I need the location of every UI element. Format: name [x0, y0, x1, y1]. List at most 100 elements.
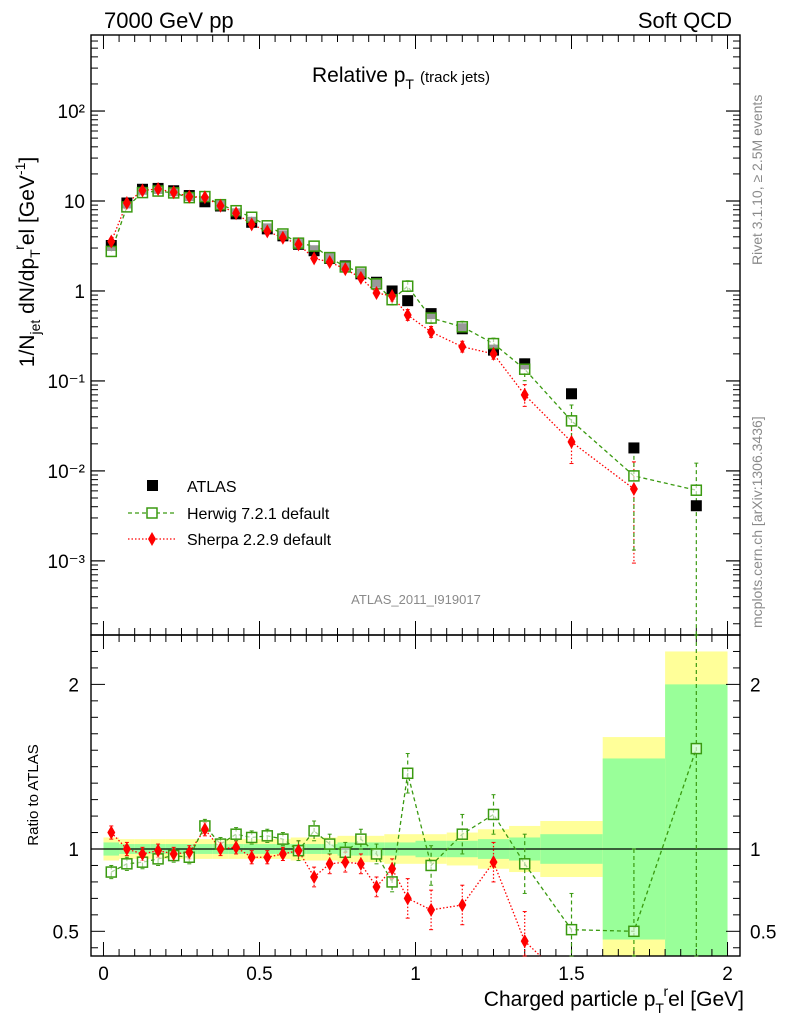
- herwig-ratio-point: [121, 858, 133, 870]
- plot-title-note: (track jets): [420, 69, 490, 86]
- ylabel-b-sub: T: [27, 249, 43, 258]
- sherpa-ratio-point: [200, 822, 209, 837]
- sherpa-ratio-point: [403, 891, 412, 906]
- herwig-ratio-point: [261, 830, 274, 842]
- sherpa-ratio-point: [310, 869, 319, 884]
- herwig-ratio-point: [370, 848, 383, 860]
- sherpa-point: [310, 251, 319, 266]
- main-ytick-label: 10⁻¹: [48, 372, 86, 393]
- sherpa-ratio-point: [232, 840, 241, 855]
- sherpa-point: [216, 198, 225, 213]
- herwig-line: [110, 190, 697, 491]
- sherpa-ratio-point: [263, 850, 272, 865]
- ylabel-a-sub: jet: [27, 320, 43, 336]
- herwig-ratio-point: [105, 866, 118, 878]
- sherpa-ratio-point: [247, 850, 256, 865]
- xlabel-a: Charged particle p: [484, 988, 656, 1011]
- rivet-label: Rivet 3.1.10, ≥ 2.5M events: [749, 95, 765, 265]
- sherpa-point: [154, 181, 163, 196]
- legend-atlas-label: ATLAS: [187, 479, 237, 496]
- herwig-point: [518, 363, 531, 375]
- main-ytick-label: 10: [64, 192, 85, 213]
- herwig-ratio-point: [401, 767, 414, 780]
- herwig-ratio-point: [277, 833, 289, 845]
- sherpa-ratio-point: [372, 879, 381, 894]
- atlas-point: [566, 388, 578, 400]
- ratio-xtick-label: 2: [722, 964, 733, 985]
- main-ytick-label: 1: [74, 282, 85, 303]
- sherpa-point: [388, 288, 397, 303]
- legend-sherpa-marker: [148, 532, 156, 546]
- atlas-point: [690, 500, 702, 512]
- sherpa-point: [232, 206, 241, 221]
- uncertainty-bands: [91, 651, 740, 956]
- mcplots-label: mcplots.cern.ch [arXiv:1306.3436]: [749, 416, 765, 628]
- plot-title-main: Relative p: [312, 64, 405, 87]
- herwig-ratio-point: [518, 858, 531, 870]
- herwig-ratio-point: [386, 876, 398, 888]
- sherpa-point: [403, 308, 412, 323]
- sherpa-ratio-point: [216, 842, 225, 856]
- herwig-ratio-point: [690, 742, 703, 755]
- legend-herwig-marker: [146, 507, 158, 519]
- herwig-ratio-point: [230, 828, 242, 840]
- atlas-point: [628, 442, 640, 454]
- ratio-xtick-label: 1.5: [558, 964, 584, 985]
- main-ytick-label: 10⁻²: [48, 462, 86, 483]
- sherpa-point: [294, 237, 303, 252]
- sherpa-point: [200, 190, 209, 205]
- sherpa-ratio-point: [154, 843, 163, 858]
- legend: ATLAS Herwig 7.2.1 default Sherpa 2.2.9 …: [128, 479, 332, 549]
- ratio-ytick-label: 2: [68, 675, 79, 696]
- ratio-ytick-label: 1: [68, 840, 79, 861]
- main-axis-ticks: 10⁻³ 10⁻² 10⁻¹ 1 10 10²: [48, 34, 740, 635]
- ratio-xtick-label: 0.5: [246, 964, 272, 985]
- sherpa-point: [520, 387, 529, 402]
- ylabel-d: ]: [16, 157, 39, 163]
- sherpa-point: [278, 230, 287, 245]
- ratio-xtick-label: 0: [98, 964, 109, 985]
- main-ytick-label: 10²: [58, 102, 85, 123]
- herwig-point: [628, 470, 640, 482]
- sherpa-point: [356, 270, 365, 285]
- herwig-ratio-point: [456, 828, 469, 840]
- sherpa-point: [427, 324, 436, 339]
- sherpa-line: [110, 188, 635, 490]
- herwig-ratio-point: [628, 925, 640, 938]
- sherpa-ratio-point: [458, 897, 467, 912]
- sherpa-point: [629, 481, 638, 496]
- sherpa-ratio-point: [107, 825, 116, 840]
- herwig-ratio-point: [308, 825, 320, 837]
- plot-title-sub: T: [405, 76, 414, 92]
- herwig-point: [401, 280, 414, 292]
- herwig-point: [425, 312, 437, 324]
- herwig-ratio-point: [355, 833, 367, 845]
- sherpa-ratio-point: [122, 842, 131, 856]
- sherpa-point: [185, 189, 194, 204]
- header-right: Soft QCD: [638, 8, 732, 33]
- xlabel-sub: T: [655, 1000, 664, 1016]
- ylabel-c-sup: -1: [12, 162, 28, 175]
- plot-title: Relative pT (track jets): [312, 64, 490, 92]
- sherpa-point: [489, 346, 498, 361]
- sherpa-point: [107, 234, 116, 249]
- herwig-ratio-point: [565, 923, 578, 936]
- sherpa-point: [325, 254, 334, 269]
- sherpa-point: [169, 185, 178, 200]
- sherpa-ratio-point: [169, 846, 178, 861]
- herwig-ratio-point: [245, 831, 258, 844]
- main-ylabel: 1/Njet dN/dpTrel [GeV-1]: [11, 157, 43, 367]
- ylabel-a: 1/N: [16, 335, 39, 368]
- herwig-ratio-point: [323, 838, 336, 850]
- sherpa-ratio-point: [489, 855, 498, 870]
- ratio-series: [105, 634, 703, 957]
- herwig-point: [565, 415, 578, 427]
- ratio-xtick-label: 1: [410, 964, 421, 985]
- ratio-axis-ticks: 0.5 0.5 1 1 2 2 0 0.5 1 1.5 2: [53, 635, 776, 985]
- atlas-point: [402, 295, 414, 307]
- main-series: [105, 181, 703, 636]
- sherpa-ratio-point: [138, 846, 147, 861]
- legend-herwig-label: Herwig 7.2.1 default: [187, 506, 330, 523]
- sherpa-ratio-point: [278, 846, 287, 861]
